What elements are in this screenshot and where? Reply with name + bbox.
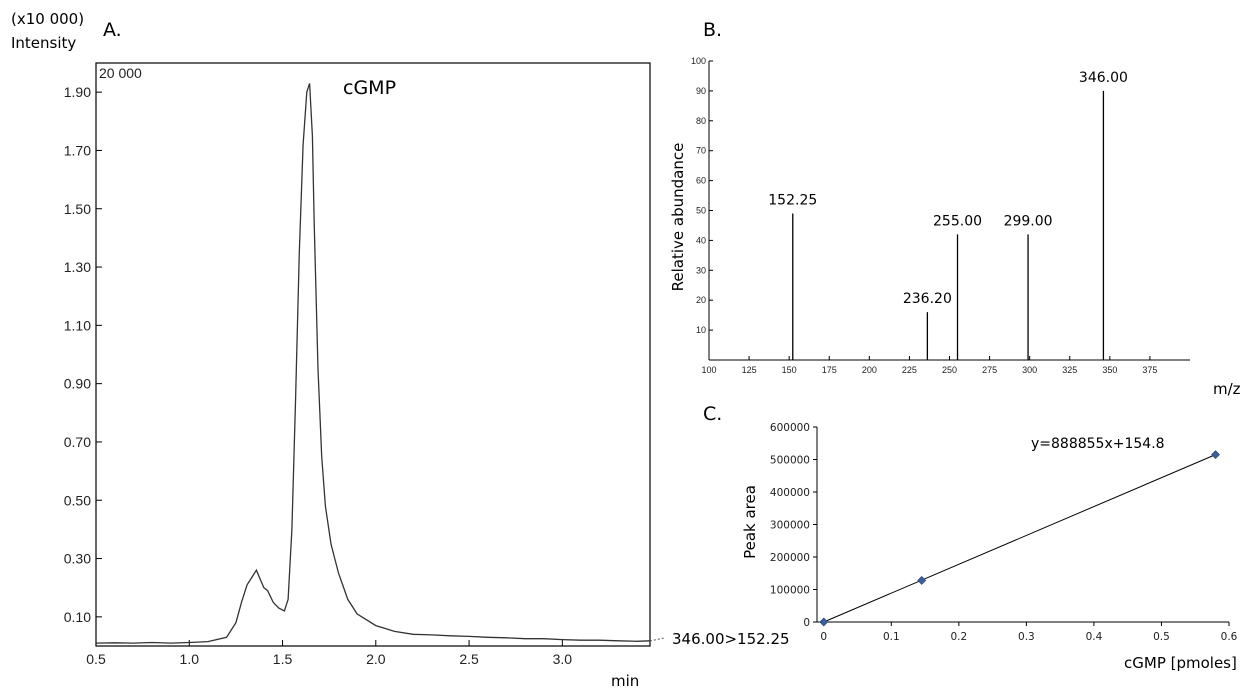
panel-c-x-tick-label: 0.1: [883, 631, 900, 643]
panel-b-y-tick-label: 30: [696, 265, 706, 275]
panel-a-x-tick-label: 2.0: [366, 651, 386, 667]
panel-a-plot-frame: [95, 62, 651, 647]
panel-c-data-point: [1211, 450, 1220, 460]
panel-b-y-tick-label: 20: [696, 295, 706, 305]
panel-c-y-tick-label: 200000: [770, 552, 810, 564]
panel-c-x-ticks: 0 0.1 0.2 0.3 0.4 0.5 0.6: [820, 622, 1238, 643]
panel-c-y-tick-label: 100000: [770, 585, 810, 597]
panel-b-y-tick-label: 90: [696, 86, 706, 96]
panel-b-ylabel: Relative abundance: [669, 143, 687, 292]
panel-b-x-tick-label: 200: [862, 365, 877, 375]
panel-a-y-tick-label: 0.30: [64, 551, 91, 567]
panel-a-y-tick-label: 0.50: [64, 492, 91, 508]
panel-a-chromatogram-line: [95, 83, 651, 644]
panel-b-x-tick-label: 225: [902, 365, 917, 375]
panel-b-y-tick-label: 10: [696, 325, 706, 335]
panel-c-x-tick-label: 0.4: [1086, 631, 1103, 643]
panel-a-scale-label: 20 000: [99, 65, 142, 81]
panel-b-x-tick-label: 150: [782, 365, 797, 375]
panel-a-y-tick-label: 1.30: [64, 259, 91, 275]
panel-b-x-tick-label: 250: [942, 365, 957, 375]
panel-b-y-tick-label: 50: [696, 206, 706, 216]
panel-a-x-tick-label: 1.5: [273, 651, 293, 667]
panel-b-y-ticks: 10 20 30 40 50 60 70 80 90 100: [691, 56, 713, 335]
panel-c-y-tick-label: 0: [803, 617, 810, 629]
panel-c-x-tick-label: 0.5: [1153, 631, 1170, 643]
panel-c-y-tick-label: 500000: [770, 455, 810, 467]
panel-b-peak-label: 299.00: [1004, 213, 1053, 229]
panel-b-peak-label: 152.25: [768, 192, 817, 208]
panel-b-x-ticks: 100 125 150 175 200 225 250 275 300 325 350 375: [701, 356, 1157, 375]
panel-a-x-tick-label: 1.0: [180, 651, 200, 667]
panel-c-ylabel: Peak area: [741, 485, 759, 559]
panel-b-y-tick-label: 60: [696, 176, 706, 186]
panel-c-label: C.: [703, 403, 722, 425]
panel-c-x-tick-label: 0.2: [950, 631, 967, 643]
panel-b-peaks: 152.25 236.20 255.00 299.00 346.00: [768, 70, 1128, 360]
panel-b-y-tick-label: 70: [696, 146, 706, 156]
panel-a-transition-label: 346.00>152.25: [672, 630, 790, 648]
panel-a-x-tick-label: 0.5: [86, 651, 106, 667]
panel-b-x-tick-label: 375: [1142, 365, 1157, 375]
panel-c: C. 0 100000 200000 300000 400000 500000 600000…: [703, 403, 1238, 672]
panel-c-fit-line: [823, 454, 1216, 623]
panel-a-y-tick-label: 1.70: [64, 142, 91, 158]
panel-a-y-tick-label: 0.10: [64, 609, 91, 625]
panel-a-y-tick-label: 0.70: [64, 434, 91, 450]
panel-a-x-tick-label: 3.0: [553, 651, 573, 667]
panel-b-x-tick-label: 325: [1062, 365, 1077, 375]
panel-a-y-tick-label: 1.90: [64, 84, 91, 100]
panel-c-y-tick-label: 600000: [770, 422, 810, 434]
panel-c-x-tick-label: 0.6: [1221, 631, 1238, 643]
panel-a-y-tick-label: 1.50: [64, 201, 91, 217]
panel-a-x-axis: 0.5 1.0 1.5 2.0 2.5 3.0: [86, 640, 572, 667]
panel-b-x-tick-label: 175: [822, 365, 837, 375]
panel-a: A. (x10 000) Intensity 20 000 0.100.300.…: [11, 10, 790, 690]
panel-b-peak-label: 346.00: [1079, 70, 1128, 86]
panel-a-y-tick-label: 1.10: [64, 317, 91, 333]
panel-b-y-tick-label: 40: [696, 235, 706, 245]
panel-a-ylabel: Intensity: [11, 34, 76, 52]
panel-c-y-ticks: 0 100000 200000 300000 400000 500000 600000: [770, 422, 817, 629]
panel-c-data-point: [917, 575, 927, 585]
panel-b-xlabel: m/z: [1213, 380, 1241, 398]
panel-a-x-tick-label: 2.5: [459, 651, 479, 667]
panel-c-equation: y=888855x+154.8: [1031, 436, 1165, 452]
panel-c-y-tick-label: 400000: [770, 487, 810, 499]
panel-c-y-tick-label: 300000: [770, 520, 810, 532]
panel-b-x-tick-label: 350: [1102, 365, 1117, 375]
panel-a-transition-leader: [649, 637, 665, 642]
panel-c-data-point: [819, 617, 829, 627]
panel-b-peak-label: 236.20: [903, 291, 952, 307]
panel-b-x-tick-label: 275: [982, 365, 997, 375]
panel-a-multiplier: (x10 000): [11, 10, 84, 28]
panel-a-xlabel: min: [611, 672, 639, 690]
panel-b-y-tick-label: 100: [691, 56, 706, 66]
panel-c-xlabel: cGMP [pmoles]: [1124, 654, 1237, 672]
panel-b-peak-label: 255.00: [933, 213, 982, 229]
panel-a-peak-label: cGMP: [343, 77, 396, 99]
panel-c-x-tick-label: 0.3: [1018, 631, 1035, 643]
panel-c-x-tick-label: 0: [820, 631, 827, 643]
panel-c-points: [819, 450, 1220, 627]
panel-a-y-axis: 0.10 0.30 0.50 0.70 0.90 1.10 1.30 1.50 1.70 1.90: [64, 84, 102, 625]
panel-b-y-tick-label: 80: [696, 116, 706, 126]
panel-b-x-tick-label: 100: [701, 365, 716, 375]
panel-a-y-tick-label: 0.90: [64, 376, 91, 392]
panel-b-x-tick-label: 125: [742, 365, 757, 375]
panel-a-label: A.: [103, 19, 122, 41]
panel-b-x-tick-label: 300: [1022, 365, 1037, 375]
panel-b-label: B.: [703, 19, 722, 41]
panel-b: B. 10 20 30 40 50 60 70 80 90 100 100 125 150 175 200…: [669, 19, 1241, 398]
